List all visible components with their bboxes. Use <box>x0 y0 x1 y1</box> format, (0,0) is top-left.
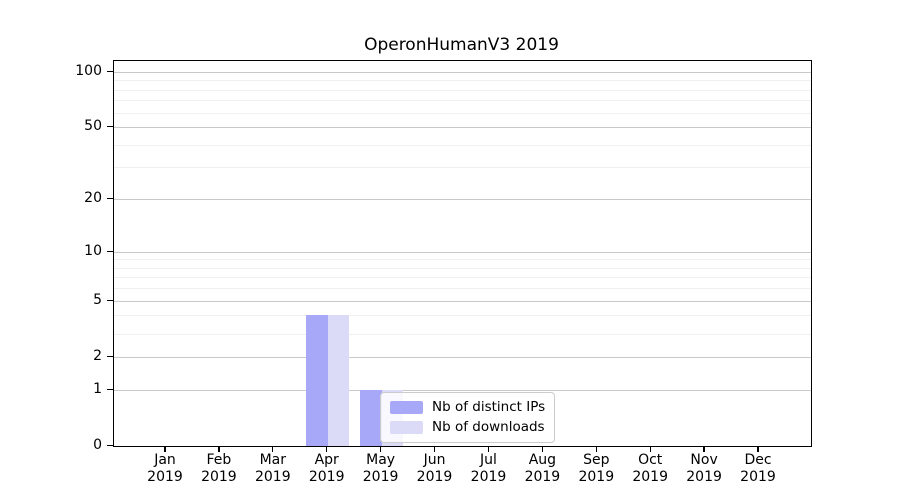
gridline-major <box>114 356 811 358</box>
x-tick-year: 2019 <box>578 468 615 485</box>
y-tick-mark <box>106 299 113 301</box>
x-tick-year: 2019 <box>147 468 183 485</box>
x-tick-year: 2019 <box>524 468 561 485</box>
plot-area <box>113 60 812 447</box>
x-tick-month: Oct <box>638 452 663 468</box>
x-tick-label-jun: Jun 2019 <box>403 452 467 485</box>
gridline-minor <box>114 144 811 146</box>
x-tick-year: 2019 <box>686 468 722 485</box>
x-tick-year: 2019 <box>308 468 345 485</box>
x-tick-mark <box>164 446 166 452</box>
x-tick-year: 2019 <box>740 468 776 485</box>
y-tick-mark <box>106 445 113 447</box>
gridline-minor <box>114 167 811 169</box>
x-tick-mark <box>703 446 705 452</box>
x-tick-month: Jul <box>480 452 497 468</box>
gridline-major <box>114 199 811 200</box>
x-tick-month: Sep <box>583 452 610 468</box>
legend-swatch-distinct-ips-icon <box>390 401 423 414</box>
x-tick-year: 2019 <box>470 468 507 485</box>
y-tick-mark <box>106 388 113 391</box>
x-tick-mark <box>487 446 490 452</box>
x-tick-year: 2019 <box>632 468 668 485</box>
gridline-major <box>114 71 811 73</box>
x-tick-mark <box>649 446 651 452</box>
x-tick-label-feb: Feb 2019 <box>187 452 251 485</box>
gridline-minor <box>114 277 811 279</box>
gridline-minor <box>114 288 811 290</box>
x-tick-mark <box>380 446 382 452</box>
gridline-minor <box>114 100 811 102</box>
x-tick-mark <box>218 446 220 452</box>
chart-title: OperonHumanV3 2019 <box>364 35 559 55</box>
x-tick-mark <box>757 446 759 452</box>
x-tick-month: Jun <box>423 452 446 468</box>
x-tick-mark <box>326 446 328 452</box>
bar-downloads-apr <box>327 315 350 446</box>
x-tick-year: 2019 <box>254 468 291 485</box>
x-tick-month: Aug <box>528 452 557 468</box>
x-tick-month: Jan <box>154 452 176 468</box>
legend-label-downloads: Nb of downloads <box>432 419 545 435</box>
gridline-minor <box>114 80 811 82</box>
gridline-major <box>114 127 811 128</box>
bar-distinct-ips-may <box>360 389 382 446</box>
gridline-minor <box>114 267 811 269</box>
x-tick-label-sep: Sep 2019 <box>564 452 628 485</box>
gridline-minor <box>114 315 811 317</box>
legend-item-downloads: Nb of downloads <box>390 419 545 436</box>
y-tick-label: 20 <box>84 190 102 206</box>
bars-layer <box>114 61 811 446</box>
grid-layer <box>114 61 811 446</box>
y-tick-label: 1 <box>93 380 102 397</box>
legend-label-distinct-ips: Nb of distinct IPs <box>432 399 546 415</box>
y-tick-label: 0 <box>93 437 102 453</box>
y-tick-mark <box>106 126 113 128</box>
x-tick-label-jan: Jan 2019 <box>133 452 197 485</box>
x-tick-year: 2019 <box>201 468 237 485</box>
gridline-minor <box>114 89 811 91</box>
x-tick-label-aug: Aug 2019 <box>510 452 574 485</box>
x-tick-label-may: May 2019 <box>349 452 413 485</box>
x-tick-month: Nov <box>690 452 718 468</box>
x-tick-month: May <box>366 452 396 468</box>
x-tick-label-dec: Dec 2019 <box>726 452 790 485</box>
y-tick-mark <box>106 250 113 252</box>
bar-distinct-ips-apr <box>306 315 328 446</box>
x-tick-label-nov: Nov 2019 <box>672 452 736 485</box>
y-tick-mark <box>106 70 113 72</box>
legend: Nb of distinct IPs Nb of downloads <box>380 392 556 443</box>
x-tick-label-mar: Mar 2019 <box>241 452 305 485</box>
x-tick-label-jul: Jul 2019 <box>457 452 521 485</box>
x-tick-mark <box>433 446 436 452</box>
gridline-minor <box>114 112 811 114</box>
x-tick-mark <box>595 446 597 452</box>
x-tick-mark <box>272 446 274 452</box>
y-tick-mark <box>106 198 113 200</box>
gridline-minor <box>114 259 811 261</box>
gridline-major <box>114 251 811 253</box>
x-tick-month: Mar <box>259 452 286 468</box>
gridline-minor <box>114 333 811 335</box>
y-tick-label: 5 <box>93 291 102 308</box>
x-tick-label-apr: Apr 2019 <box>295 452 359 485</box>
x-tick-mark <box>541 446 543 452</box>
gridline-major <box>114 300 811 302</box>
y-tick-label: 10 <box>84 242 102 259</box>
legend-item-distinct-ips: Nb of distinct IPs <box>390 399 545 416</box>
x-tick-month: Apr <box>314 452 339 468</box>
x-tick-month: Dec <box>744 452 772 468</box>
x-tick-year: 2019 <box>362 468 399 485</box>
y-tick-label: 2 <box>93 347 102 364</box>
legend-swatch-downloads-icon <box>390 421 423 434</box>
y-tick-label: 100 <box>75 62 102 79</box>
gridline-major <box>114 389 811 391</box>
y-tick-label: 50 <box>84 118 102 134</box>
x-tick-label-oct: Oct 2019 <box>618 452 682 485</box>
x-tick-year: 2019 <box>416 468 453 485</box>
x-tick-month: Feb <box>206 452 232 468</box>
y-tick-mark <box>106 355 113 358</box>
